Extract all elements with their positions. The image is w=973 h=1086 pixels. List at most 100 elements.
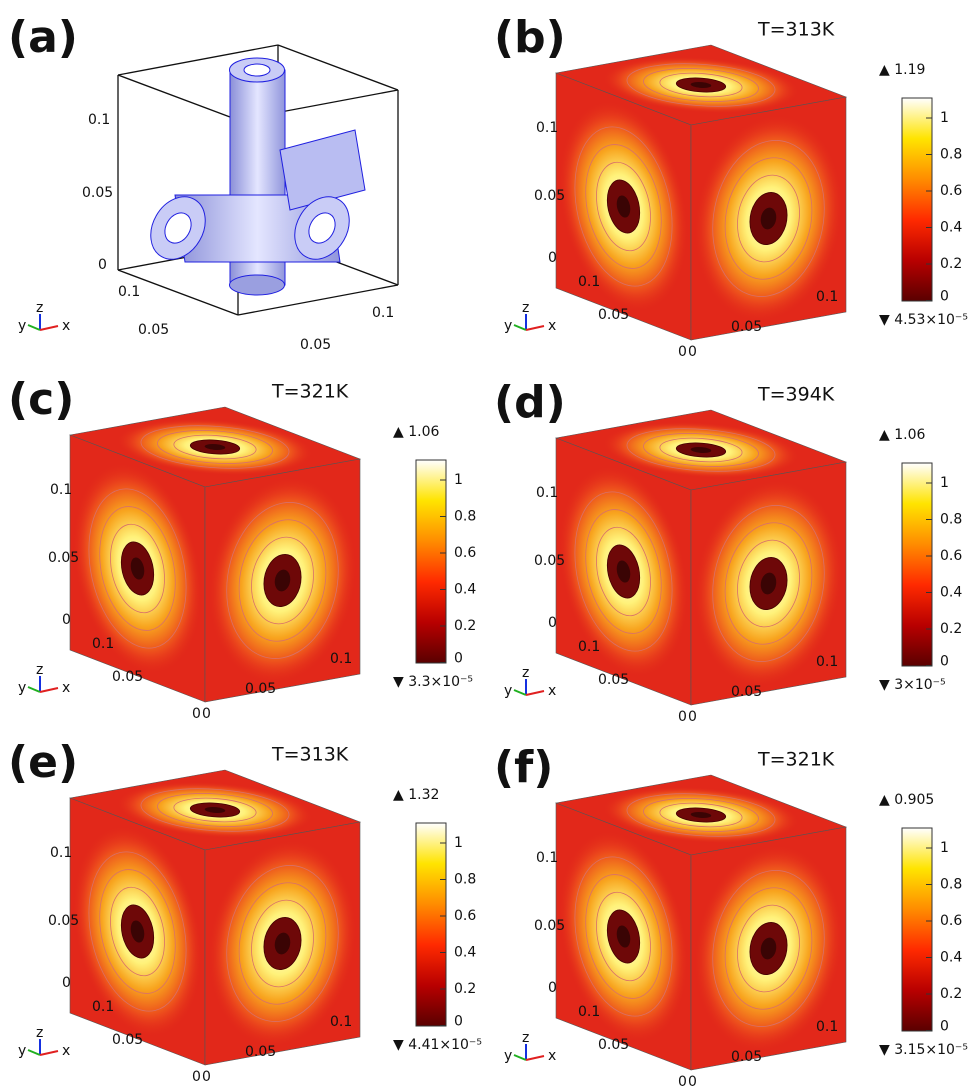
colorbar-tick-label: 1 — [940, 840, 949, 856]
axis-tick-label: 0.1 — [578, 639, 600, 655]
panel-title: T=321K — [271, 381, 349, 403]
triad-label: x — [548, 318, 556, 334]
triad-label: y — [18, 680, 26, 696]
triad-x — [526, 1056, 544, 1060]
axis-tick-label: 0.1 — [118, 284, 140, 300]
axis-tick-label: 0 — [62, 612, 71, 628]
colorbar-tick-label: 0.8 — [454, 872, 476, 888]
colorbar-min: ▼ 4.53×10⁻⁵ — [879, 312, 968, 328]
axis-tick-label: 0.1 — [578, 274, 600, 290]
colorbar-tick-label: 0.6 — [454, 908, 476, 924]
triad-label: y — [504, 683, 512, 699]
triad-label: y — [504, 318, 512, 334]
axis-tick-label: 0 — [202, 1069, 211, 1085]
pipe-hole — [244, 64, 270, 76]
colorbar — [902, 828, 932, 1031]
triad-x — [526, 326, 544, 330]
triad-x — [526, 691, 544, 695]
axis-triad: yzx — [18, 300, 70, 334]
colorbar-tick-label: 0.6 — [940, 913, 962, 929]
axis-tick-label: 0.05 — [112, 1032, 143, 1048]
colorbar-tick-label: 0.4 — [940, 585, 962, 601]
triad-label: z — [36, 300, 43, 316]
axis-tick-label: 0 — [548, 980, 557, 996]
panel-title: T=313K — [757, 19, 835, 41]
colorbar-max: ▲ 1.06 — [879, 427, 925, 443]
colorbar-tick-label: 0 — [940, 654, 949, 670]
panel-title: T=394K — [757, 384, 835, 406]
axis-tick-label: 0 — [688, 1074, 697, 1086]
colorbar-tick-label: 0 — [454, 651, 463, 667]
colorbar-max: ▲ 1.32 — [393, 787, 439, 803]
axis-tick-label: 0.05 — [245, 681, 276, 697]
axis-tick-label: 0.1 — [92, 636, 114, 652]
axis-tick-label: 0 — [678, 709, 687, 725]
axis-tick-label: 0.1 — [88, 112, 110, 128]
axis-tick-label: 0.05 — [82, 185, 113, 201]
triad-x — [40, 1051, 58, 1055]
colorbar-tick-label: 0.2 — [940, 256, 962, 272]
panel-label: (c) — [8, 374, 74, 425]
axis-tick-label: 0 — [192, 706, 201, 722]
box-edge — [118, 75, 238, 120]
axis-tick-label: 0.05 — [598, 307, 629, 323]
panel: (d)T=394K0.10.0500.10.05000.050.1▲ 1.061… — [494, 377, 962, 725]
colorbar-tick-label: 0.6 — [454, 545, 476, 561]
triad-x — [40, 688, 58, 692]
figure: (a)0.10.0500.10.050.10.05yzx(b)T=313K0.1… — [0, 0, 973, 1086]
panel-title: T=321K — [757, 749, 835, 771]
colorbar-tick-label: 0 — [940, 1019, 949, 1035]
colorbar-tick-label: 1 — [940, 475, 949, 491]
panel: (f)T=321K0.10.0500.10.05000.050.1▲ 0.905… — [494, 742, 968, 1086]
panel: (c)T=321K0.10.0500.10.05000.050.1▲ 1.061… — [8, 374, 476, 722]
box-edge — [278, 45, 398, 90]
triad-label: x — [548, 683, 556, 699]
axis-triad: yz x — [504, 1030, 556, 1064]
triad-label: z — [36, 1025, 43, 1041]
colorbar-max: ▲ 0.905 — [879, 792, 934, 808]
axis-tick-label: 0.1 — [50, 845, 72, 861]
axis-tick-label: 0.05 — [598, 672, 629, 688]
triad-label: x — [62, 1043, 70, 1059]
panel-label: (d) — [494, 377, 566, 428]
colorbar-tick-label: 0.4 — [940, 950, 962, 966]
colorbar-tick-label: 0.4 — [454, 582, 476, 598]
axis-tick-label: 0 — [688, 344, 697, 360]
triad-label: y — [18, 318, 26, 334]
panel-label: (f) — [494, 742, 553, 793]
axis-tick-label: 0.05 — [534, 188, 565, 204]
axis-tick-label: 0.1 — [536, 850, 558, 866]
colorbar-tick-label: 0.6 — [940, 183, 962, 199]
axis-tick-label: 0.1 — [816, 289, 838, 305]
panel-label: (a) — [8, 12, 78, 63]
triad-label: z — [522, 665, 529, 681]
axis-tick-label: 0 — [678, 1074, 687, 1086]
panel-label: (b) — [494, 12, 566, 63]
triad-y — [514, 325, 526, 330]
colorbar-tick-label: 0.2 — [940, 986, 962, 1002]
triad-label: x — [548, 1048, 556, 1064]
axis-tick-label: 0.1 — [50, 482, 72, 498]
axis-tick-label: 0.1 — [372, 305, 394, 321]
triad-label: z — [522, 1030, 529, 1046]
axis-tick-label: 0.1 — [578, 1004, 600, 1020]
colorbar-tick-label: 0.8 — [454, 509, 476, 525]
panel: (e)T=313K0.10.0500.10.05000.050.1▲ 1.321… — [8, 737, 482, 1085]
axis-tick-label: 0.05 — [112, 669, 143, 685]
axis-tick-label: 0 — [548, 250, 557, 266]
colorbar-tick-label: 1 — [454, 472, 463, 488]
axis-tick-label: 0.1 — [92, 999, 114, 1015]
axis-tick-label: 0.05 — [48, 913, 79, 929]
axis-tick-label: 0.1 — [536, 120, 558, 136]
axis-tick-label: 0.1 — [330, 1014, 352, 1030]
axis-tick-label: 0.05 — [731, 1049, 762, 1065]
colorbar-tick-label: 1 — [454, 835, 463, 851]
colorbar-min: ▼ 3.15×10⁻⁵ — [879, 1042, 968, 1058]
colorbar — [902, 98, 932, 301]
axis-tick-label: 0.05 — [598, 1037, 629, 1053]
triad-label: y — [504, 1048, 512, 1064]
triad-x — [40, 326, 58, 330]
axis-tick-label: 0.05 — [731, 684, 762, 700]
triad-y — [28, 1050, 40, 1055]
